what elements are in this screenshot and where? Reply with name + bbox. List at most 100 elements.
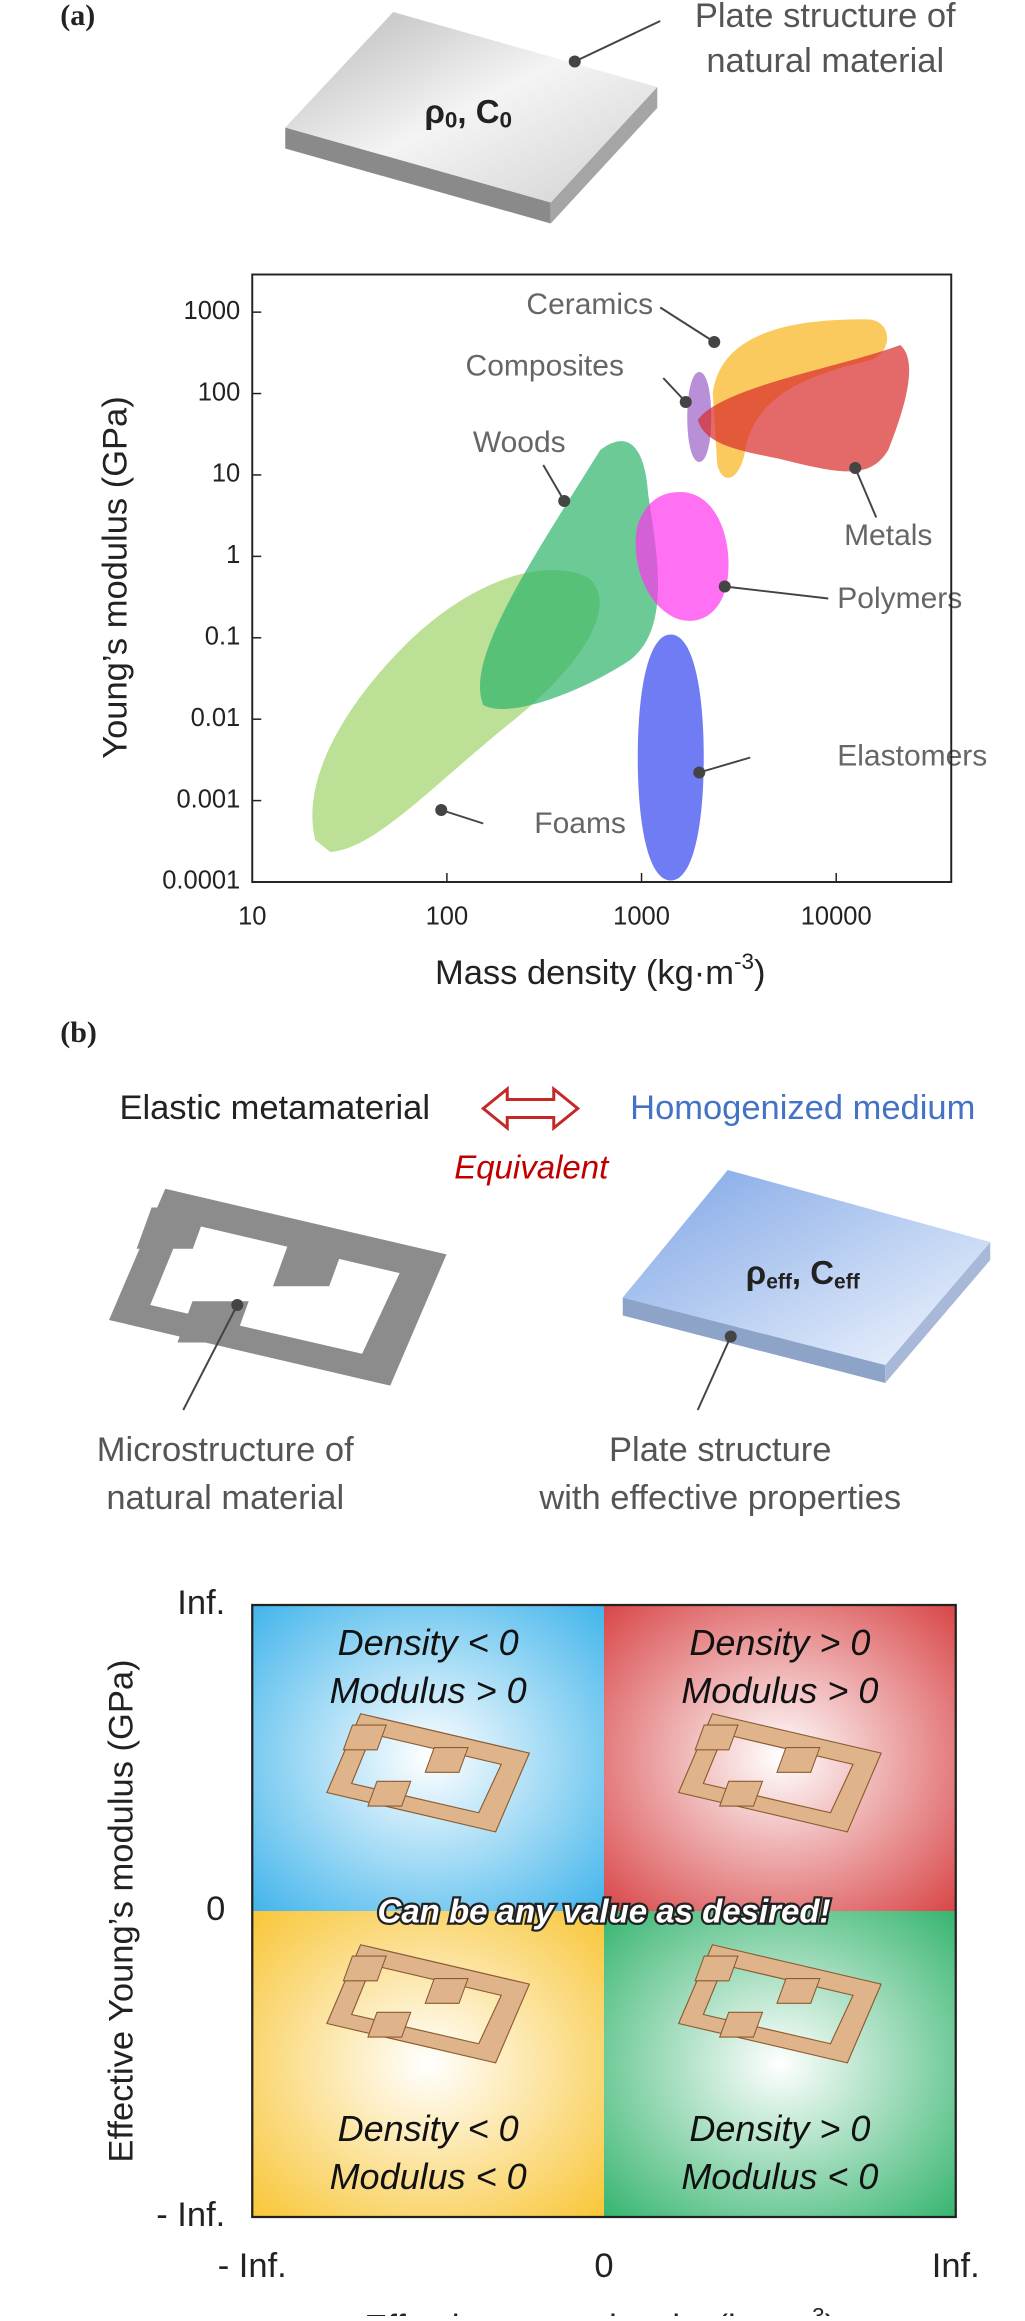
callout-dot — [679, 396, 692, 408]
y-tick-label: 0 — [206, 1890, 225, 1928]
callout-line — [574, 20, 661, 63]
y-tick-label: 0.1 — [205, 623, 240, 651]
plate-side — [622, 1297, 886, 1383]
x-tick-label: 0 — [594, 2247, 613, 2285]
y-tick-label: 100 — [198, 378, 241, 406]
cell-label: Density > 0 — [689, 1622, 870, 1663]
plate-side — [550, 87, 658, 224]
plate-side — [285, 127, 551, 224]
y-tick-label: 10 — [212, 460, 240, 488]
panel-label: (b) — [60, 1016, 97, 1049]
callout-line — [659, 306, 715, 343]
y-axis-label: Young’s modulus (GPa) — [96, 396, 134, 758]
plate-symbol: ρ0, C0 — [424, 93, 512, 133]
cell-label: Density < 0 — [338, 2108, 519, 2149]
plot-frame — [251, 273, 953, 883]
cell-label: Density > 0 — [689, 2108, 870, 2149]
callout-dot — [435, 804, 448, 816]
center-text: Can be any value as desired! — [377, 1893, 830, 1930]
x-tick-label: - Inf. — [218, 2247, 287, 2285]
caption: with effective properties — [538, 1479, 901, 1517]
callout-dot — [708, 336, 721, 348]
left-title: Elastic metamaterial — [119, 1089, 430, 1127]
ashby-chart: Foams Woods Polymers Elastomers Ceramics Comp… — [96, 273, 987, 992]
callout-line — [698, 756, 751, 774]
plate-side — [885, 1242, 991, 1383]
callout-dot — [718, 580, 731, 593]
y-tick-label: 0.01 — [191, 704, 241, 732]
x-axis-label: Mass density (kg·m-3) — [435, 949, 766, 992]
region-label: Woods — [473, 426, 566, 459]
x-tick-label: 100 — [426, 903, 469, 931]
x-tick-label: Inf. — [932, 2247, 980, 2285]
callout-text: Plate structure of — [695, 0, 956, 35]
panel-b: (b) Elastic metamaterial Homogenized med… — [60, 1016, 991, 2321]
y-tick-label: 1 — [226, 541, 240, 569]
callout-dot — [568, 55, 581, 68]
callout-dot — [724, 1330, 737, 1343]
region-label: Metals — [844, 519, 932, 552]
x-axis-label-part: Mass density (kg·m — [435, 954, 734, 992]
y-tick-label: 0.001 — [176, 785, 240, 813]
callout-line — [182, 1304, 239, 1411]
x-tick-label: 10 — [238, 903, 266, 931]
callout-dot — [693, 766, 706, 779]
quadrant-frame — [251, 1603, 957, 2219]
x-axis-label-part: ) — [754, 954, 766, 992]
region-label: Polymers — [837, 582, 962, 615]
callout-dot — [558, 495, 571, 507]
quadrant-cell — [252, 1605, 604, 1911]
x-axis-label-part: ) — [825, 2309, 837, 2316]
caption: natural material — [106, 1479, 344, 1517]
callout-dot — [231, 1299, 244, 1311]
callout-line — [696, 1336, 732, 1411]
callout-line — [724, 585, 829, 600]
x-axis-label: Effective mass density (kg·m-3) — [364, 2303, 836, 2316]
region-label: Ceramics — [526, 288, 653, 321]
cell-label: Density < 0 — [338, 1622, 519, 1663]
y-tick-label: 0.0001 — [162, 867, 240, 895]
panel-a: (a) ρ0, C0 Plate structure of natural ma… — [60, 0, 987, 992]
equivalence-arrow — [480, 1085, 581, 1132]
relation: Equivalent — [454, 1149, 610, 1186]
material-region — [635, 492, 729, 621]
right-title: Homogenized medium — [630, 1089, 975, 1127]
y-tick-label: Inf. — [177, 1584, 225, 1622]
x-axis-label-sup: -3 — [734, 949, 754, 974]
callout-line — [542, 464, 566, 502]
plate-symbol: ρeff, Ceff — [746, 1254, 861, 1293]
y-axis-label: Effective Young’s modulus (GPa) — [102, 1659, 140, 2162]
region-label: Elastomers — [837, 739, 987, 772]
material-region — [637, 634, 704, 881]
callout-line — [854, 467, 878, 518]
panel-label: (a) — [60, 0, 95, 32]
cell-label: Modulus > 0 — [681, 1670, 878, 1711]
callout-text: natural material — [706, 42, 944, 80]
x-tick-label: 1000 — [613, 903, 670, 931]
cell-label: Modulus < 0 — [330, 2156, 527, 2197]
y-tick-label: 1000 — [184, 297, 241, 325]
material-region — [697, 345, 910, 472]
x-axis-label-part: Effective mass density (kg·m — [364, 2309, 804, 2316]
callout-line — [440, 809, 484, 825]
plate — [285, 12, 658, 203]
cell-label: Modulus < 0 — [681, 2156, 878, 2197]
region-label: Composites — [466, 349, 624, 382]
y-tick-label: - Inf. — [156, 2196, 225, 2234]
material-region — [480, 441, 659, 709]
effective-plate — [622, 1170, 991, 1365]
x-axis-label-sup: -3 — [805, 2303, 825, 2316]
x-tick-label: 10000 — [801, 903, 872, 931]
region-label: Foams — [534, 807, 626, 840]
cell-label: Modulus > 0 — [330, 1670, 527, 1711]
quadrant-chart: Density < 0 Modulus > 0 Density > 0 Modulus… — [102, 1584, 980, 2321]
caption: Plate structure — [609, 1431, 831, 1469]
quadrant-cell — [604, 1605, 956, 1911]
material-region — [687, 372, 712, 462]
material-region — [712, 319, 888, 478]
callout-dot — [849, 462, 862, 474]
caption: Microstructure of — [97, 1431, 354, 1469]
metamaterial — [109, 1188, 447, 1386]
